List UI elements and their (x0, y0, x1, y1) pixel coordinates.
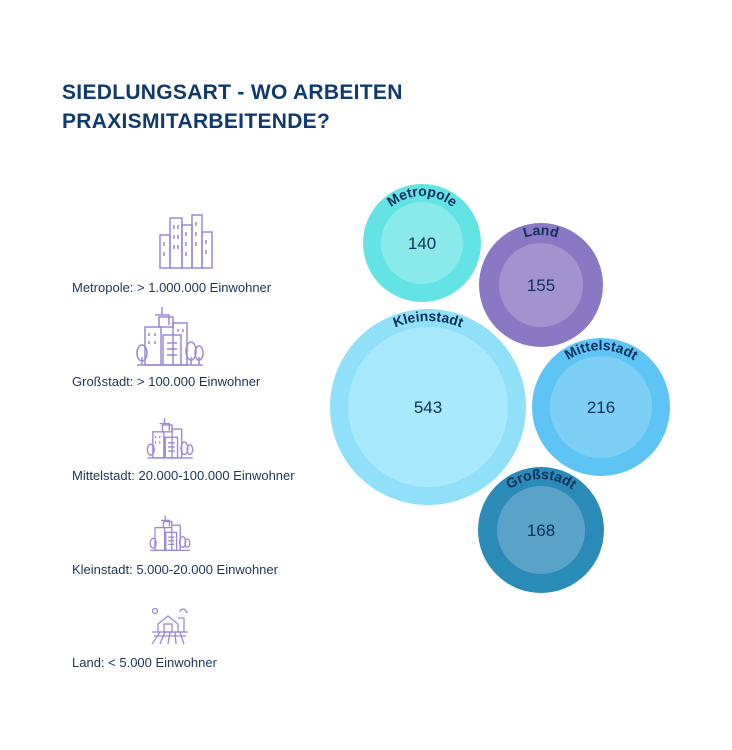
bubble-inner (550, 356, 652, 458)
medium-city-icon (5, 416, 335, 460)
bubble-value: 168 (527, 521, 555, 540)
bubble-value: 543 (414, 398, 442, 417)
bubble-kleinstadt: Kleinstadt 543 (330, 308, 526, 505)
bubble-inner (497, 486, 585, 574)
title-line-2: PRAXISMITARBEITENDE? (62, 110, 331, 133)
legend-label-grossstadt: Großstadt: > 100.000 Einwohner (72, 374, 261, 389)
legend-label-land: Land: < 5.000 Einwohner (72, 655, 217, 670)
bubble-inner (348, 327, 508, 487)
page-title: SIEDLUNGSART - WO ARBEITEN PRAXISMITARBE… (62, 78, 403, 136)
bubble-inner (499, 243, 583, 327)
title-line-1: SIEDLUNGSART - WO ARBEITEN (62, 81, 403, 104)
small-town-icon (5, 514, 335, 552)
legend-label-metropole: Metropole: > 1.000.000 Einwohner (72, 280, 272, 295)
bubble-inner (381, 202, 463, 284)
bubble-value: 155 (527, 276, 555, 295)
farm-icon (5, 606, 335, 646)
bubble-value: 140 (408, 234, 436, 253)
bubble-value: 216 (587, 398, 615, 417)
big-city-icon (5, 305, 335, 367)
legend-label-mittelstadt: Mittelstadt: 20.000-100.000 Einwohner (72, 468, 295, 483)
metropolis-buildings-icon (22, 210, 352, 270)
bubble-label: Kleinstadt (391, 308, 466, 331)
legend-label-kleinstadt: Kleinstadt: 5.000-20.000 Einwohner (72, 562, 278, 577)
